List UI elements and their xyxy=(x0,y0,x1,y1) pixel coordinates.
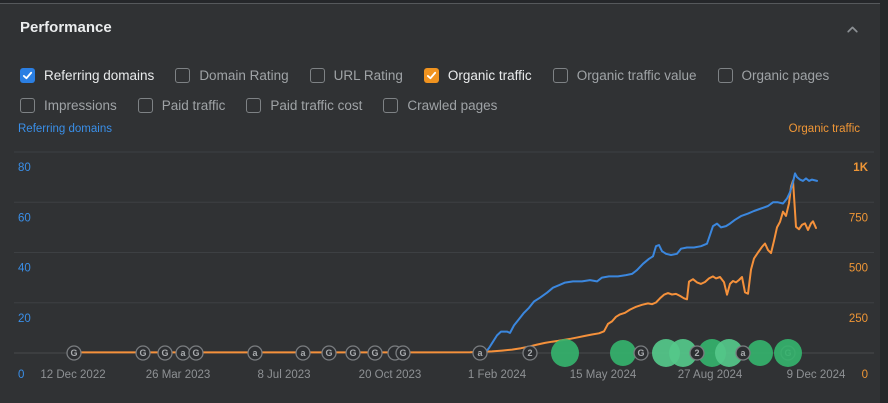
chevron-up-icon xyxy=(845,22,860,42)
metric-checkbox-crawled-pages[interactable]: Crawled pages xyxy=(383,97,498,113)
unchecked-checkbox-icon xyxy=(717,67,733,83)
filter-row-1: Referring domains Domain Rating URL Rating… xyxy=(20,60,864,90)
right-axis-title: Organic traffic xyxy=(788,123,860,135)
metric-label: Organic traffic xyxy=(447,67,532,83)
metric-label: Paid traffic xyxy=(161,97,226,113)
metric-checkbox-paid-traffic[interactable]: Paid traffic xyxy=(137,97,226,113)
checked-checkbox-icon xyxy=(423,67,439,83)
collapse-button[interactable] xyxy=(842,22,862,42)
metric-label: Organic pages xyxy=(741,67,830,83)
metric-checkbox-impressions[interactable]: Impressions xyxy=(20,97,117,113)
unchecked-checkbox-icon xyxy=(383,97,399,113)
metric-checkbox-organic-traffic[interactable]: Organic traffic xyxy=(423,67,532,83)
unchecked-checkbox-icon xyxy=(175,67,191,83)
metric-label: Impressions xyxy=(44,97,117,113)
checked-checkbox-icon xyxy=(20,67,35,83)
metric-checkbox-url-rating[interactable]: URL Rating xyxy=(309,67,403,83)
panel-header: Performance xyxy=(0,4,880,48)
performance-panel: Performance Referring domains Domain Rati… xyxy=(0,3,880,403)
unchecked-checkbox-icon xyxy=(552,67,568,83)
metric-checkbox-domain-rating[interactable]: Domain Rating xyxy=(175,67,289,83)
metric-checkbox-paid-traffic-cost[interactable]: Paid traffic cost xyxy=(246,97,363,113)
metric-label: Referring domains xyxy=(44,67,155,83)
metric-checkbox-organic-traffic-value[interactable]: Organic traffic value xyxy=(552,67,697,83)
metric-filters: Referring domains Domain Rating URL Rating… xyxy=(20,60,864,120)
metric-checkbox-organic-pages[interactable]: Organic pages xyxy=(717,67,830,83)
unchecked-checkbox-icon xyxy=(309,67,325,83)
unchecked-checkbox-icon xyxy=(20,97,35,113)
metric-label: Paid traffic cost xyxy=(270,97,363,113)
metric-label: URL Rating xyxy=(333,67,403,83)
panel-right-edge xyxy=(880,0,888,402)
metric-label: Crawled pages xyxy=(407,97,498,113)
metric-label: Domain Rating xyxy=(199,67,289,83)
filter-row-2: Impressions Paid traffic Paid traffic cost… xyxy=(20,90,864,120)
unchecked-checkbox-icon xyxy=(246,97,262,113)
panel-title: Performance xyxy=(20,19,112,36)
left-axis-title: Referring domains xyxy=(18,123,112,135)
metric-checkbox-referring-domains[interactable]: Referring domains xyxy=(20,67,155,83)
metric-label: Organic traffic value xyxy=(576,67,697,83)
unchecked-checkbox-icon xyxy=(137,97,153,113)
